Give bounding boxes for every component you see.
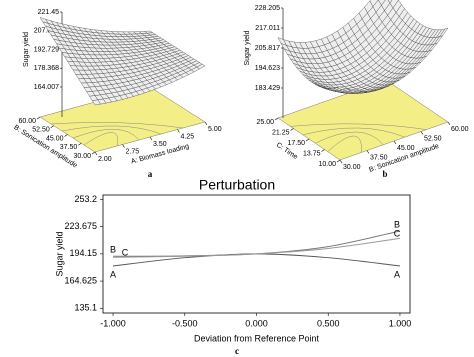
y-tick xyxy=(91,151,96,155)
z-tick-label: 178.368 xyxy=(34,65,59,72)
z-axis-label: Sugar yield xyxy=(23,32,30,67)
y-axis-label: Sugar yield xyxy=(54,231,64,276)
x-axis-label: Deviation from Reference Point xyxy=(194,333,320,343)
z-tick-label: 164.007 xyxy=(34,84,59,91)
y-tick xyxy=(321,149,325,152)
floor-contour xyxy=(50,122,184,129)
y-tick-label: 10.00 xyxy=(318,161,336,168)
panel-label: a xyxy=(148,169,153,179)
x-tick xyxy=(204,121,208,126)
x-tick xyxy=(94,151,98,156)
x-tick-label: 3.50 xyxy=(153,141,167,148)
panel-label: c xyxy=(235,346,239,356)
series-label: B xyxy=(394,219,400,229)
x-tick xyxy=(177,129,180,133)
series-line xyxy=(113,230,401,257)
y-tick-label: 25.00 xyxy=(256,119,274,126)
y-tick xyxy=(36,116,41,120)
x-tick xyxy=(447,121,451,126)
y-tick-label: 60.00 xyxy=(18,118,36,125)
series-label: C xyxy=(122,248,129,258)
y-tick xyxy=(336,159,341,163)
x-tick-label: 52.50 xyxy=(424,135,442,142)
y-tick-label: 13.75 xyxy=(303,150,321,157)
x-tick xyxy=(366,150,370,154)
y-tick-label: 194.15 xyxy=(69,248,97,258)
x-tick-label: 4.25 xyxy=(181,133,195,140)
x-tick xyxy=(149,136,153,141)
x-tick-label: 2.75 xyxy=(126,148,140,155)
z-tick-label: 207.089 xyxy=(34,28,59,35)
y-tick xyxy=(290,128,294,131)
x-tick-label: 1.000 xyxy=(389,318,412,328)
y-tick-label: 164.625 xyxy=(64,275,97,285)
floor-contour xyxy=(72,129,140,141)
z-tick-label: 228.205 xyxy=(255,5,280,12)
x-tick-label: 37.50 xyxy=(370,154,388,161)
x-tick-label: 0.000 xyxy=(245,318,268,328)
surface-cell xyxy=(91,99,101,106)
y-tick-label: 21.25 xyxy=(272,129,290,136)
series-label: C xyxy=(394,229,401,239)
z-tick-label: 221.45 xyxy=(38,9,60,16)
panel-label: b xyxy=(382,169,387,179)
chart-title: Perturbation xyxy=(199,177,275,193)
z-tick-label: 217.011 xyxy=(255,25,280,32)
x-tick xyxy=(122,144,125,148)
x-tick-label: -0.500 xyxy=(172,318,198,328)
z-axis-label: Sugar yield xyxy=(244,30,251,65)
y-tick xyxy=(64,134,68,137)
surface-cell xyxy=(387,0,393,4)
floor-contour xyxy=(327,135,362,153)
z-tick-label: 192.729 xyxy=(34,46,59,53)
series-label: B xyxy=(110,245,116,255)
y-tick-label: 17.50 xyxy=(287,140,305,147)
y-tick xyxy=(78,143,82,146)
y-tick xyxy=(50,125,54,128)
x-tick-label: 45.00 xyxy=(397,145,415,152)
x-tick-label: 5.00 xyxy=(208,126,222,133)
z-tick-label: 183.429 xyxy=(255,85,280,92)
floor-contour xyxy=(302,127,405,138)
x-tick-label: 0.500 xyxy=(317,318,340,328)
y-tick-label: 135.1 xyxy=(74,303,97,313)
series-line xyxy=(113,237,401,258)
floor-contour xyxy=(83,132,118,147)
surface-cell xyxy=(336,86,346,90)
x-tick xyxy=(339,159,343,164)
floor-contour xyxy=(61,125,162,135)
x-tick-label: 30.00 xyxy=(343,164,361,171)
y-tick-label: 52.50 xyxy=(32,127,50,134)
y-tick-label: 37.50 xyxy=(60,144,78,151)
floor-contour xyxy=(315,131,384,145)
z-tick-label: 194.623 xyxy=(255,65,280,72)
x-tick-label: -1.000 xyxy=(100,318,126,328)
y-tick xyxy=(274,117,279,121)
x-tick xyxy=(393,140,397,145)
x-tick-label: 60.00 xyxy=(451,126,469,133)
y-tick xyxy=(305,138,310,142)
x-tick xyxy=(420,131,424,135)
x-tick-label: 2.00 xyxy=(98,156,112,163)
y-tick-label: 30.00 xyxy=(73,153,91,160)
series-label: A xyxy=(110,269,116,279)
z-tick-label: 205.817 xyxy=(255,45,280,52)
y-tick-label: 45.00 xyxy=(46,135,64,142)
floor-contour xyxy=(290,123,427,130)
y-tick-label: 223.675 xyxy=(64,221,97,231)
series-label: A xyxy=(394,269,400,279)
y-tick-label: 253.2 xyxy=(74,194,97,204)
